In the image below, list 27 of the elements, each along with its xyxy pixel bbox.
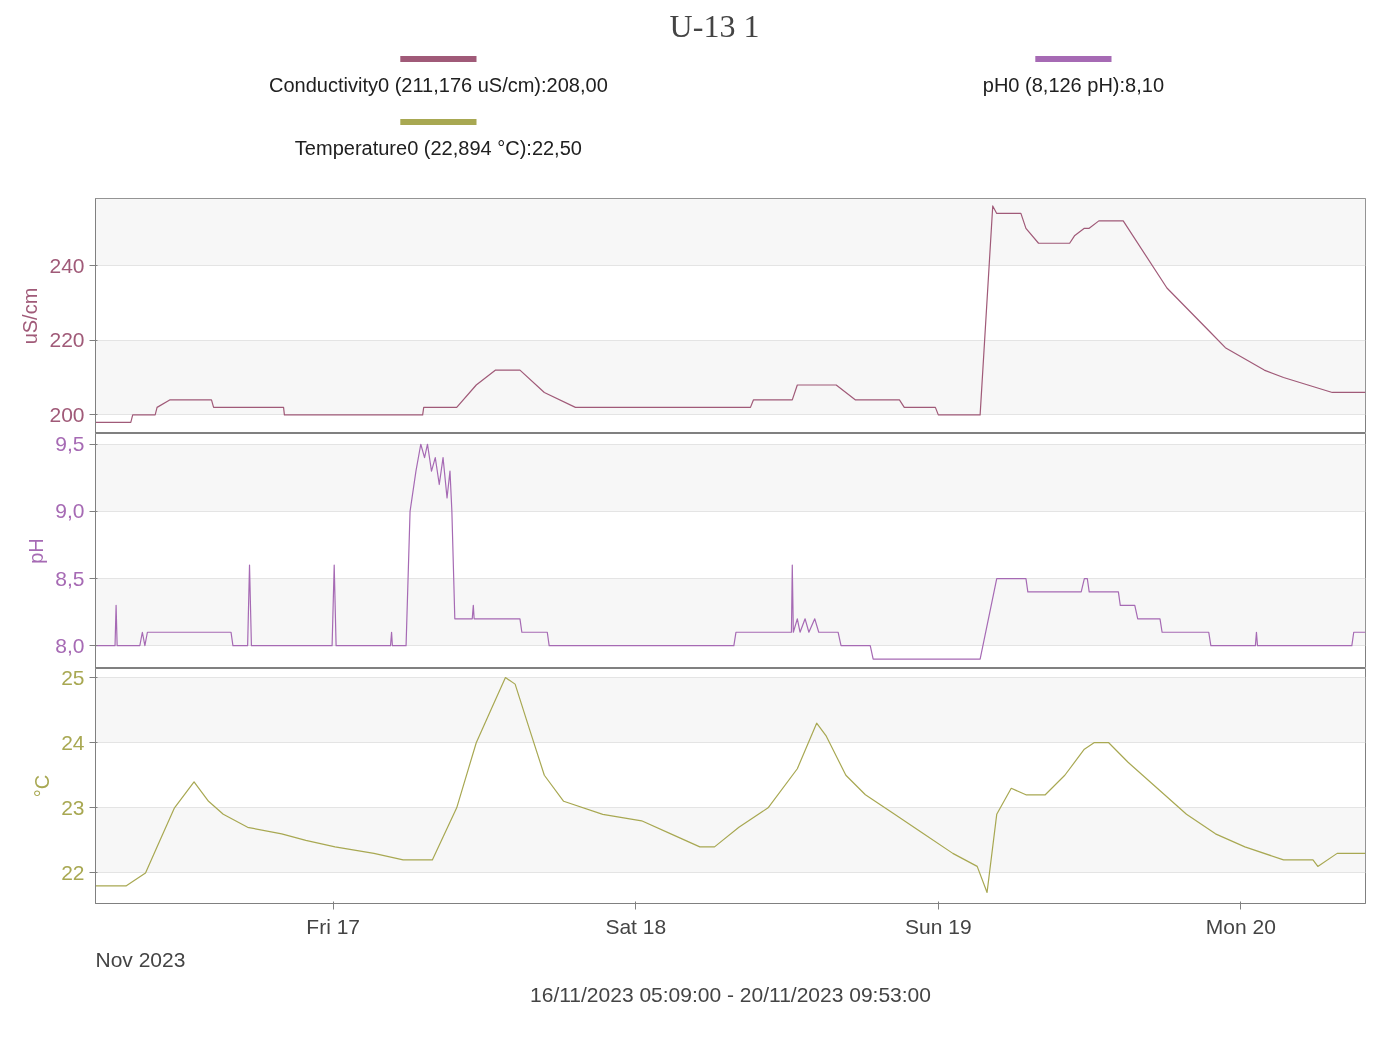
legend-label: Temperature0 (22,894 °C):22,50 — [294, 137, 582, 159]
y-tick-label: 22 — [61, 860, 85, 884]
text: 16/11/2023 05:09:00 - 20/11/2023 09:53:00 — [530, 982, 931, 1006]
y-tick-label: 200 — [49, 402, 85, 426]
y-axis-title: °C — [31, 774, 54, 798]
y-tick-label: 8,5 — [55, 566, 85, 590]
y-axis-title: pH — [25, 538, 48, 564]
y-axis-title: uS/cm — [19, 287, 42, 345]
line-series — [95, 443, 1366, 660]
y-tick-label: 25 — [61, 665, 85, 689]
x-tick-label: Sun 19 — [905, 914, 972, 938]
y-tick-label: 23 — [61, 795, 85, 819]
text: Nov 2023 — [95, 947, 186, 971]
line-series — [95, 205, 1366, 423]
y-tick-label: 24 — [61, 730, 85, 754]
chart-title: U-13 1 — [669, 7, 760, 44]
y-tick-label: 240 — [49, 253, 85, 277]
legend-label: Conductivity0 (211,176 uS/cm):208,00 — [269, 74, 608, 96]
x-tick-label: Fri 17 — [306, 914, 360, 938]
x-tick-label: Sat 18 — [605, 914, 667, 938]
y-tick-label: 220 — [49, 328, 85, 352]
line-series — [95, 677, 1366, 894]
legend-label: pH0 (8,126 pH):8,10 — [982, 74, 1165, 96]
y-tick-label: 9,5 — [55, 432, 85, 456]
y-tick-label: 8,0 — [55, 633, 85, 657]
y-tick-label: 9,0 — [55, 499, 85, 523]
x-tick-label: Mon 20 — [1205, 914, 1276, 938]
